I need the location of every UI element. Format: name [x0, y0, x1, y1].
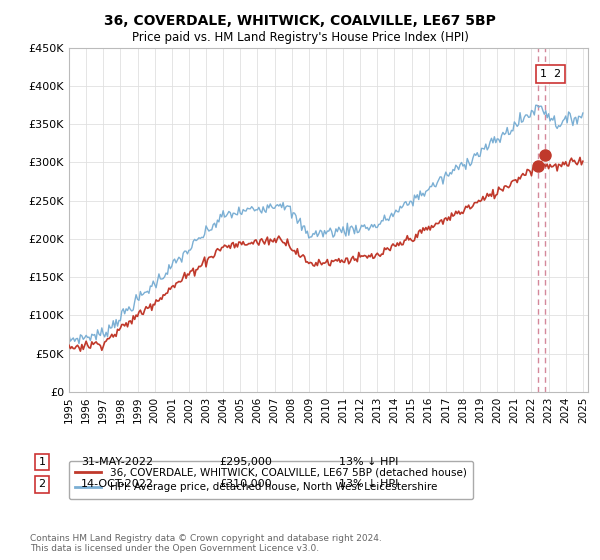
Legend: 36, COVERDALE, WHITWICK, COALVILLE, LE67 5BP (detached house), HPI: Average pric: 36, COVERDALE, WHITWICK, COALVILLE, LE67… [69, 461, 473, 498]
Text: 13% ↓ HPI: 13% ↓ HPI [339, 479, 398, 489]
Text: 31-MAY-2022: 31-MAY-2022 [81, 457, 153, 467]
Text: £310,000: £310,000 [219, 479, 272, 489]
Text: 14-OCT-2022: 14-OCT-2022 [81, 479, 154, 489]
Text: £295,000: £295,000 [219, 457, 272, 467]
Text: 1: 1 [38, 457, 46, 467]
Text: 13% ↓ HPI: 13% ↓ HPI [339, 457, 398, 467]
Text: 1  2: 1 2 [540, 69, 561, 80]
Text: Contains HM Land Registry data © Crown copyright and database right 2024.
This d: Contains HM Land Registry data © Crown c… [30, 534, 382, 553]
Text: 36, COVERDALE, WHITWICK, COALVILLE, LE67 5BP: 36, COVERDALE, WHITWICK, COALVILLE, LE67… [104, 14, 496, 28]
Text: Price paid vs. HM Land Registry's House Price Index (HPI): Price paid vs. HM Land Registry's House … [131, 31, 469, 44]
Text: 2: 2 [38, 479, 46, 489]
